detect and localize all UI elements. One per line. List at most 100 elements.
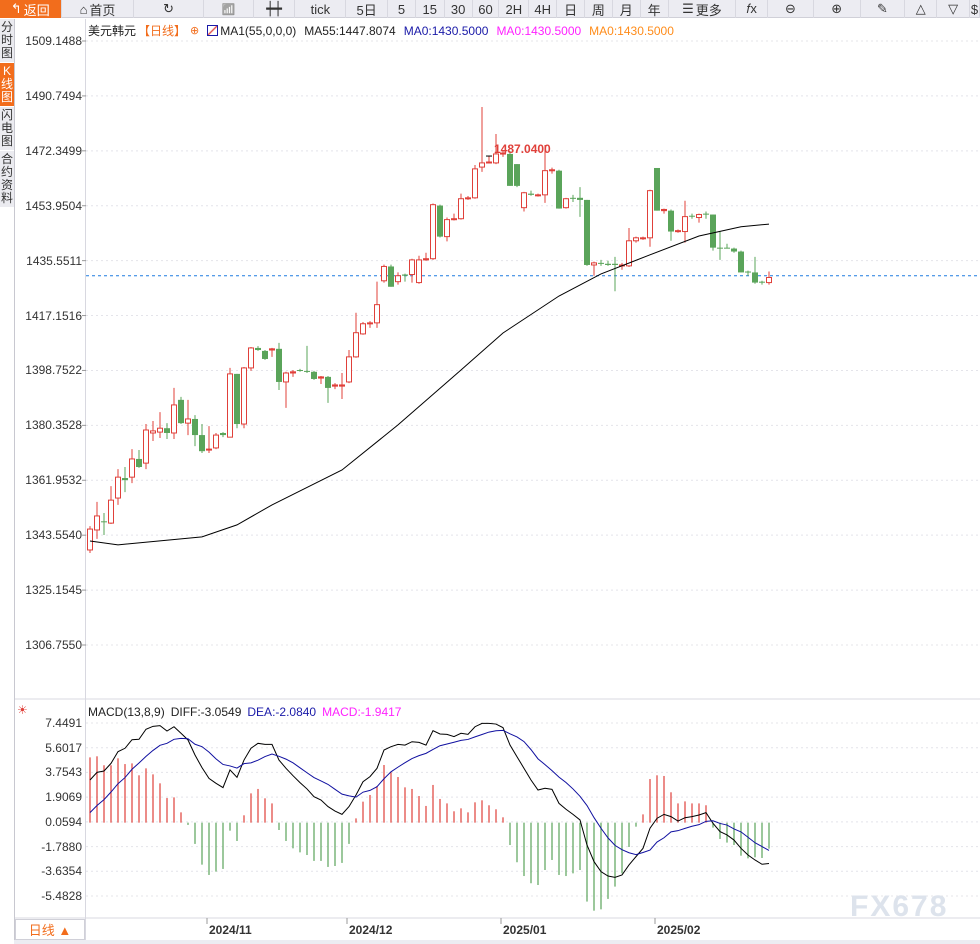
toolbar-refresh-button[interactable]: ↻ xyxy=(134,0,204,18)
price-tick-label: 1325.1545 xyxy=(25,583,82,598)
toolbar-30-label: 30 xyxy=(450,1,466,17)
price-tick-label: 1490.7494 xyxy=(25,88,82,103)
crosshair-toggle-icon[interactable]: ⊕ xyxy=(190,25,200,37)
candle-body-down xyxy=(297,370,303,372)
toolbar-down-button[interactable]: ▽ xyxy=(937,0,971,18)
candle-body-up xyxy=(395,275,401,283)
toolbar-month-button[interactable]: 月 xyxy=(613,0,641,18)
candle-body-down xyxy=(738,251,744,273)
macd-settings-icon[interactable]: ☀ xyxy=(17,703,28,717)
candle-body-up xyxy=(682,216,688,233)
candle-body-up xyxy=(318,376,324,379)
candle-body-up xyxy=(766,277,772,284)
toolbar-zoom-out-button[interactable]: ⊖ xyxy=(768,0,814,18)
toolbar-60-button[interactable]: 60 xyxy=(473,0,500,18)
toolbar-15-button[interactable]: 15 xyxy=(416,0,445,18)
candle-body-down xyxy=(199,435,205,452)
toolbar-year-button[interactable]: 年 xyxy=(641,0,669,18)
toolbar-4h-button[interactable]: 4H xyxy=(529,0,558,18)
macd-tick-label: 0.0594 xyxy=(45,814,82,829)
candle-body-up xyxy=(87,528,93,551)
candle-body-down xyxy=(731,248,737,252)
ma0-value-orange: MA0:1430.5000 xyxy=(589,23,674,38)
left-tab-3[interactable]: 合约资料 xyxy=(0,151,14,208)
period-selector[interactable]: 日线 ▲ xyxy=(15,919,85,940)
candle-body-down xyxy=(304,370,310,372)
candle-body-down xyxy=(724,247,730,249)
macd-legend: MACD(13,8,9) DIFF:-3.0549 DEA:-2.0840 MA… xyxy=(88,705,401,719)
candle-body-up xyxy=(290,371,296,374)
candle-body-up xyxy=(353,332,359,358)
toolbar-month-label: 月 xyxy=(619,2,633,18)
toolbar-5d-button[interactable]: 5日 xyxy=(346,0,388,18)
candle-body-down xyxy=(689,215,695,217)
left-divider xyxy=(14,19,15,944)
price-tick-label: 1435.5511 xyxy=(26,253,82,268)
toolbar-zoom-in-button[interactable]: ⊕ xyxy=(814,0,861,18)
toolbar-indicators-button[interactable]: 📶 xyxy=(204,0,254,18)
indicator-name[interactable]: MA1(55,0,0,0) xyxy=(220,23,297,38)
zoom-out-icon: ⊖ xyxy=(785,1,796,16)
toolbar-fx-button[interactable]: 𝑓x xyxy=(736,0,769,18)
left-tab-2[interactable]: 闪电图 xyxy=(0,107,14,151)
toolbar-home-label: 首页 xyxy=(89,2,116,18)
candle-body-down xyxy=(710,214,716,248)
candle-body-up xyxy=(374,304,380,324)
toolbar-back-button[interactable]: ↰ 返回 xyxy=(0,0,62,18)
candle-body-up xyxy=(423,258,429,261)
toolbar-day-button[interactable]: 日 xyxy=(557,0,585,18)
toolbar-up-button[interactable]: △ xyxy=(905,0,938,18)
candle-body-up xyxy=(444,219,450,238)
candle-body-down xyxy=(759,281,765,283)
candle-body-down xyxy=(388,266,394,287)
candle-body-up xyxy=(248,347,254,369)
period-selector-label: 日线 ▲ xyxy=(28,923,72,938)
zoom-in-icon: ⊕ xyxy=(831,1,843,16)
candle-body-up xyxy=(360,323,366,335)
candle-body-up xyxy=(675,230,681,233)
dea-value: DEA:-2.0840 xyxy=(247,705,317,719)
main-legend: 美元韩元 【日线】 ⊕ MA1(55,0,0,0) MA55:1447.8074… xyxy=(88,22,674,39)
candle-body-up xyxy=(157,427,163,433)
toolbar-5-button[interactable]: 5 xyxy=(388,0,416,18)
function-icon: 𝑓x xyxy=(746,1,757,16)
toolbar-15-label: 15 xyxy=(422,1,438,17)
macd-tick-label: -1.7880 xyxy=(41,839,82,854)
candle-body-down xyxy=(654,167,660,211)
left-tab-1[interactable]: K线图 xyxy=(0,63,14,107)
macd-name: MACD(13,8,9) xyxy=(88,705,165,719)
toolbar-draw-button[interactable]: ✎ xyxy=(861,0,906,18)
candle-body-up xyxy=(640,237,646,240)
toolbar-5d-label: 5日 xyxy=(356,2,377,18)
toolbar-home-button[interactable]: ⌂ 首页 xyxy=(62,0,135,18)
candle-body-down xyxy=(514,164,520,186)
candle-body-down xyxy=(101,521,107,523)
toolbar-week-button[interactable]: 周 xyxy=(585,0,613,18)
toolbar-more-button[interactable]: ☰ 更多 xyxy=(669,0,737,18)
left-view-tabs: 分时图 K线图 闪电图 合约资料 xyxy=(0,19,14,208)
toolbar-year-label: 年 xyxy=(647,2,661,18)
home-icon: ⌂ xyxy=(79,1,88,17)
price-tick-label: 1306.7550 xyxy=(25,638,82,652)
symbol-name: 美元韩元 xyxy=(88,24,137,38)
candle-body-up xyxy=(115,476,121,499)
dea-line xyxy=(89,729,770,856)
candlestick-icon: ┿┿ xyxy=(266,1,282,16)
candle-body-down xyxy=(192,418,198,436)
left-tab-0[interactable]: 分时图 xyxy=(0,19,14,63)
candle-body-down xyxy=(262,350,268,359)
price-tick-label: 1472.3499 xyxy=(25,143,82,158)
candle-body-up xyxy=(143,429,149,464)
candle-body-down xyxy=(255,347,261,351)
toolbar-tick-label: tick xyxy=(310,1,331,17)
ma55-value: MA55:1447.8074 xyxy=(304,23,396,38)
date-tick-label: 2025/01 xyxy=(503,923,547,937)
toolbar-candle-style-button[interactable]: ┿┿ xyxy=(254,0,296,18)
indicator-settings-icon[interactable] xyxy=(207,25,219,36)
macd-tick-label: -5.4828 xyxy=(41,889,82,903)
toolbar-30-button[interactable]: 30 xyxy=(445,0,473,18)
toolbar-tick-button[interactable]: tick xyxy=(295,0,347,18)
candle-body-up xyxy=(94,515,100,531)
toolbar-2h-button[interactable]: 2H xyxy=(499,0,530,18)
